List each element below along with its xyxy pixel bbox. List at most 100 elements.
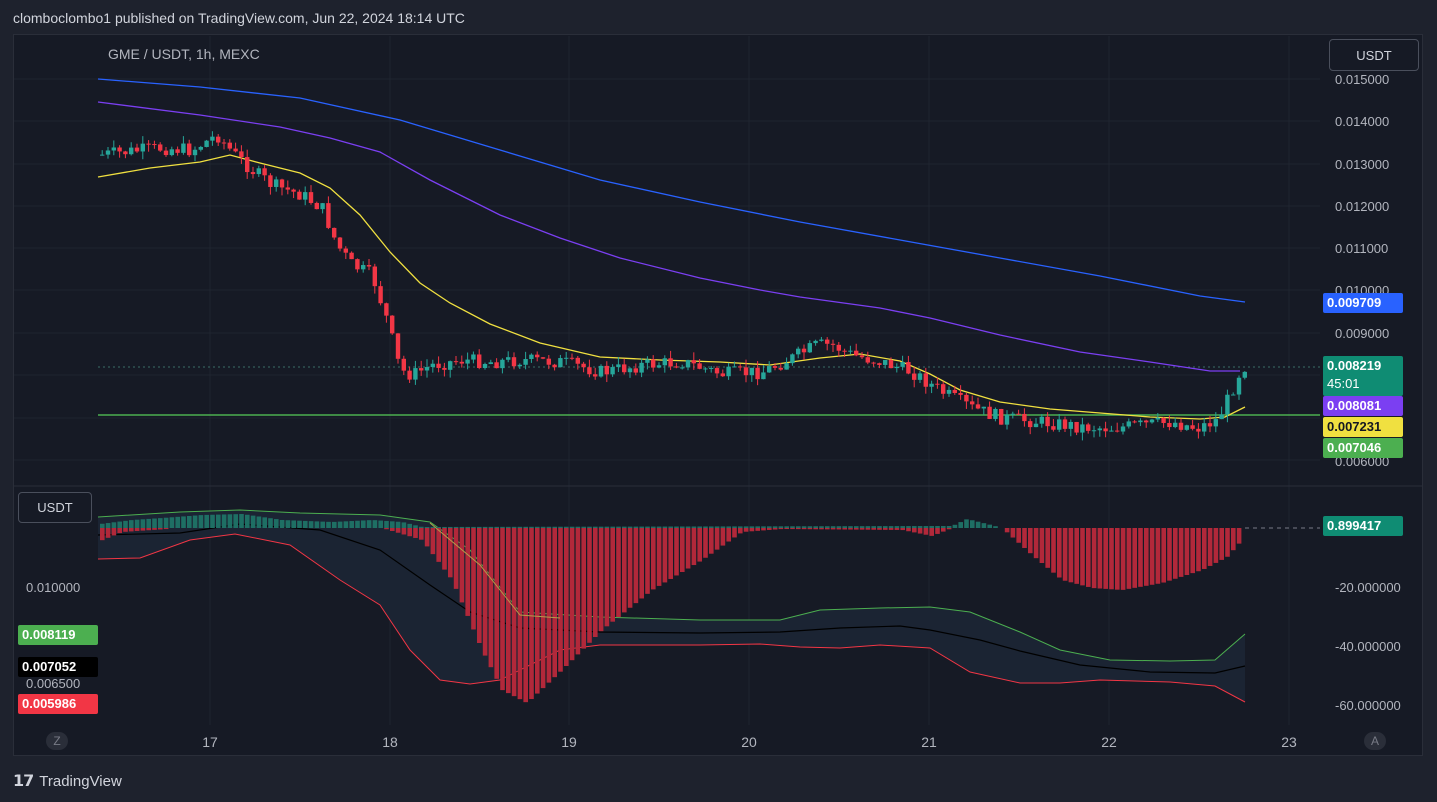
histogram-bar bbox=[836, 526, 842, 528]
histogram-bar bbox=[390, 521, 395, 528]
histogram-bar bbox=[471, 526, 476, 528]
histogram-bar bbox=[291, 520, 296, 528]
candle-body bbox=[709, 368, 714, 370]
histogram-bar bbox=[459, 528, 465, 603]
candle-body bbox=[1196, 428, 1201, 432]
candle-body bbox=[1161, 417, 1166, 424]
candle-body bbox=[129, 147, 134, 155]
candle-body bbox=[1231, 394, 1236, 396]
candle-body bbox=[581, 363, 586, 368]
indicator-currency-button[interactable]: USDT bbox=[18, 492, 92, 523]
candle-body bbox=[738, 366, 743, 368]
candle-body bbox=[796, 348, 801, 355]
histogram-bar bbox=[685, 528, 691, 569]
histogram-bar bbox=[772, 528, 778, 530]
histogram-bar bbox=[1068, 528, 1074, 583]
histogram-bar bbox=[732, 528, 737, 538]
candle-body bbox=[419, 368, 424, 371]
histogram-bar bbox=[801, 526, 807, 528]
histogram-bar bbox=[1196, 528, 1201, 572]
histogram-bar bbox=[917, 526, 923, 528]
candle-body bbox=[999, 408, 1004, 425]
histogram-bar bbox=[767, 526, 772, 528]
histogram-bar bbox=[395, 521, 401, 528]
histogram-bar bbox=[384, 528, 389, 530]
histogram-bar bbox=[790, 526, 795, 528]
candle-body bbox=[482, 363, 488, 369]
histogram-bar bbox=[1103, 528, 1108, 589]
histogram-bar bbox=[413, 525, 418, 528]
candle-body bbox=[639, 362, 644, 373]
indicator-axis-label: -40.000000 bbox=[1335, 639, 1401, 654]
candle-body bbox=[140, 143, 145, 152]
histogram-bar bbox=[1051, 528, 1056, 573]
candle-body bbox=[633, 368, 638, 373]
histogram-bar bbox=[558, 526, 563, 528]
candle-body bbox=[134, 147, 140, 152]
candle-body bbox=[146, 143, 151, 145]
histogram-bar bbox=[755, 528, 760, 531]
histogram-bar bbox=[784, 528, 789, 530]
histogram-bar bbox=[239, 514, 244, 528]
candle-body bbox=[384, 303, 389, 316]
candle-body bbox=[842, 350, 847, 352]
histogram-bar bbox=[1045, 528, 1050, 568]
candle-body bbox=[366, 265, 372, 267]
histogram-bar bbox=[598, 528, 604, 632]
left-black-tag: 0.007052 bbox=[18, 657, 98, 677]
candle-body bbox=[714, 368, 720, 374]
histogram-bar bbox=[604, 528, 610, 627]
candle-body bbox=[668, 358, 673, 367]
candle-body bbox=[662, 358, 667, 366]
signal-line bbox=[429, 522, 561, 619]
histogram-bar bbox=[140, 519, 146, 528]
candle-body bbox=[1039, 416, 1044, 424]
histogram-bar bbox=[569, 526, 575, 528]
histogram-bar bbox=[627, 526, 633, 528]
histogram-bar bbox=[320, 521, 325, 528]
candle-body bbox=[929, 383, 934, 387]
candle-body bbox=[448, 361, 453, 370]
histogram-bar bbox=[993, 526, 998, 528]
candle-body bbox=[268, 175, 273, 187]
histogram-bar bbox=[169, 517, 175, 528]
histogram-bar bbox=[477, 526, 482, 528]
histogram-bar bbox=[105, 528, 111, 538]
candle-body bbox=[616, 364, 621, 368]
left-green-tag: 0.008119 bbox=[18, 625, 98, 645]
histogram-bar bbox=[813, 526, 818, 528]
candle-body bbox=[1144, 420, 1149, 423]
candle-body bbox=[680, 367, 685, 369]
candle-body bbox=[424, 367, 430, 371]
histogram-bar bbox=[511, 528, 517, 697]
histogram-bar bbox=[488, 528, 494, 668]
histogram-bar bbox=[111, 528, 117, 536]
histogram-bar bbox=[975, 521, 981, 528]
candle-body bbox=[859, 355, 865, 358]
histogram-bar bbox=[662, 526, 668, 528]
currency-button[interactable]: USDT bbox=[1329, 39, 1419, 71]
histogram-bar bbox=[575, 526, 581, 528]
candle-body bbox=[552, 364, 557, 368]
histogram-bar bbox=[1219, 528, 1224, 560]
scale-button-a[interactable]: A bbox=[1364, 732, 1386, 750]
candle-body bbox=[459, 361, 464, 364]
histogram-bar bbox=[593, 528, 598, 637]
histogram-bar bbox=[877, 528, 882, 530]
scale-button-z[interactable]: Z bbox=[46, 732, 68, 750]
histogram-bar bbox=[1178, 528, 1184, 577]
candle-body bbox=[349, 252, 354, 260]
indicator-cloud bbox=[97, 509, 1246, 703]
ema-blue-line bbox=[97, 78, 1246, 303]
histogram-bar bbox=[361, 520, 366, 528]
histogram-bar bbox=[401, 522, 407, 528]
candle-body bbox=[772, 366, 778, 368]
histogram-bar bbox=[900, 526, 905, 528]
histogram-bar bbox=[1167, 528, 1172, 581]
ticker-label[interactable]: GME / USDT, 1h, MEXC bbox=[108, 46, 260, 62]
histogram-bar bbox=[1231, 528, 1236, 551]
histogram-bar bbox=[1225, 528, 1230, 557]
candle-body bbox=[952, 389, 957, 393]
histogram-bar bbox=[482, 526, 488, 528]
